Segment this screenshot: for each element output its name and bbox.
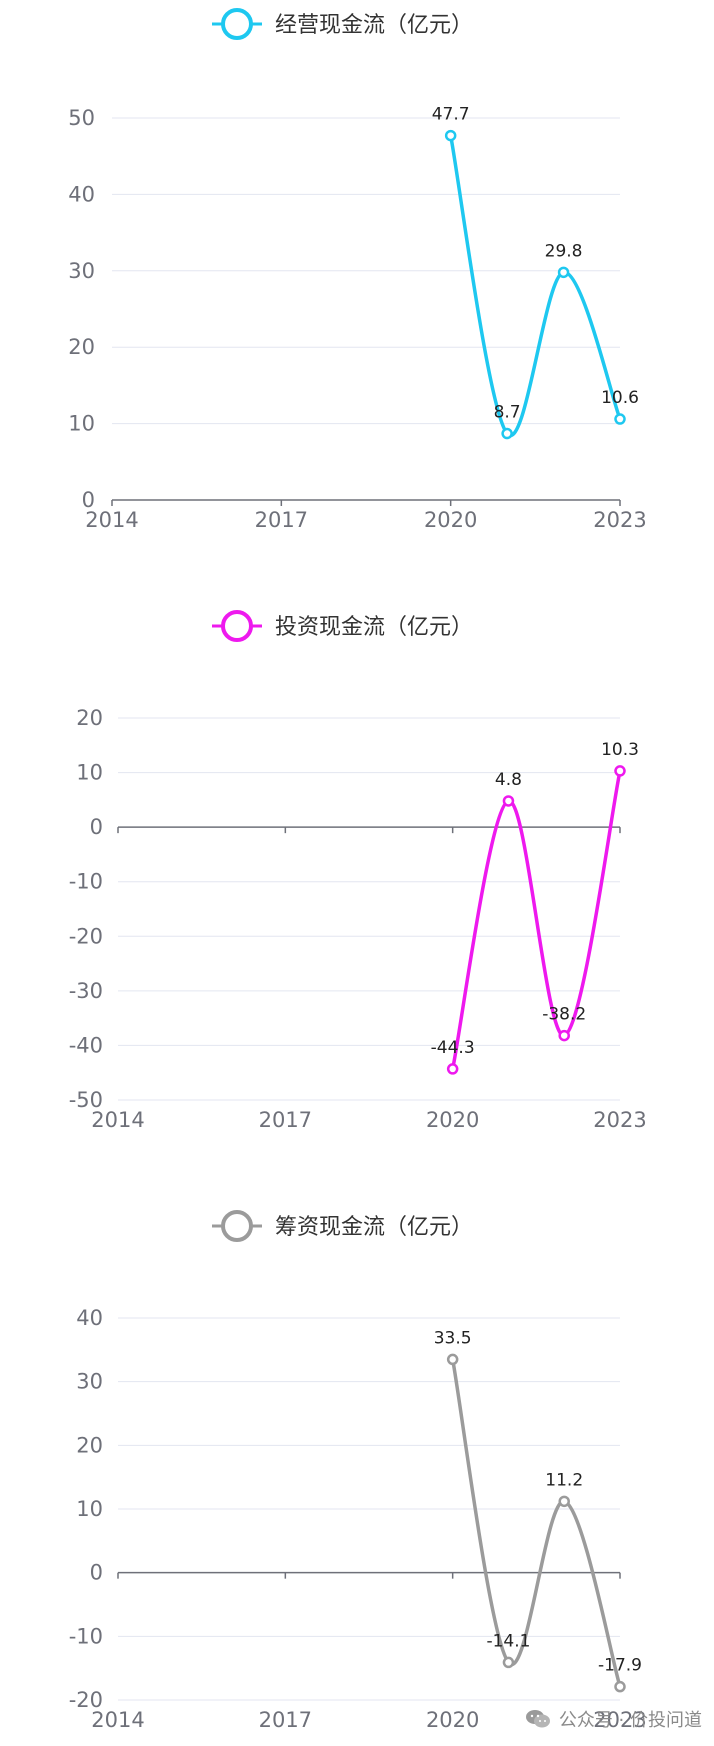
y-tick-label: -10 (69, 1624, 103, 1648)
data-point (558, 1029, 570, 1042)
data-point (502, 795, 515, 807)
y-tick-label: 0 (90, 815, 103, 839)
data-point (614, 413, 626, 425)
data-label: 4.8 (495, 770, 522, 790)
legend-marker (221, 1210, 253, 1242)
y-tick-label: -40 (69, 1033, 103, 1057)
y-tick-label: -50 (69, 1088, 103, 1112)
data-label: -38.2 (542, 1005, 586, 1025)
y-tick-label: 10 (68, 412, 95, 436)
watermark-text: 公众号 · 价投问道 (558, 1710, 702, 1731)
data-point (446, 1353, 459, 1366)
legend[interactable]: 经营现金流（亿元） (212, 8, 473, 40)
data-label: -44.3 (431, 1038, 475, 1058)
y-tick-label: 50 (68, 106, 95, 130)
data-label: -14.1 (486, 1631, 530, 1651)
chart-3: 筹资现金流（亿元） -20 -10 0 10 20 30 40 2014 2017 2020 2023… (69, 1210, 647, 1732)
legend-marker (221, 8, 253, 40)
chart-2: 投资现金流（亿元） -50 -40 -30 -20 -10 0 10 20 2014 2017 202… (69, 610, 647, 1132)
x-tick-label: 2020 (424, 508, 477, 532)
x-tick-label: 2017 (255, 508, 308, 532)
legend-label: 经营现金流（亿元） (275, 13, 473, 38)
y-tick-label: 10 (76, 761, 103, 785)
x-tick-label: 2023 (593, 1108, 646, 1132)
y-tick-label: 40 (68, 182, 95, 206)
data-point (558, 1495, 570, 1508)
y-tick-label: 0 (90, 1561, 103, 1585)
x-tick-label: 2023 (593, 508, 646, 532)
x-tick-label: 2014 (91, 1708, 144, 1732)
x-tick-label: 2020 (426, 1708, 479, 1732)
x-tick-label: 2014 (91, 1108, 144, 1132)
data-label: 10.6 (601, 388, 639, 408)
y-tick-label: 20 (76, 706, 103, 730)
data-label: 10.3 (601, 740, 639, 760)
y-tick-label: -20 (69, 924, 103, 948)
y-tick-label: -30 (69, 979, 103, 1003)
data-point (501, 427, 513, 440)
data-point (444, 129, 457, 142)
data-label: 29.8 (545, 241, 583, 261)
watermark: 公众号 · 价投问道 (525, 1706, 702, 1732)
y-tick-label: 20 (68, 335, 95, 359)
y-tick-label: 40 (76, 1306, 103, 1330)
y-tick-label: -10 (69, 870, 103, 894)
data-point (614, 1680, 626, 1693)
y-tick-label: -20 (69, 1688, 103, 1712)
data-label: 11.2 (545, 1470, 583, 1490)
data-label: 47.7 (432, 105, 470, 125)
data-label: -17.9 (598, 1656, 642, 1676)
x-tick-label: 2020 (426, 1108, 479, 1132)
x-tick-label: 2023 (593, 1708, 646, 1732)
data-point (446, 1063, 459, 1075)
data-label: 8.7 (494, 403, 521, 423)
data-point (557, 266, 570, 279)
y-tick-label: 0 (82, 488, 95, 512)
data-point (502, 1656, 515, 1669)
data-label: 33.5 (434, 1328, 472, 1348)
wechat-icon (525, 1710, 550, 1728)
legend-marker (221, 610, 253, 642)
x-tick-label: 2017 (259, 1708, 312, 1732)
chart-1: 经营现金流（亿元） 0 10 20 30 40 50 2014 2017 2020 2023 47.7… (68, 8, 647, 532)
x-tick-label: 2017 (259, 1108, 312, 1132)
series-line (450, 1359, 622, 1688)
legend[interactable]: 筹资现金流（亿元） (212, 1210, 473, 1242)
data-point (614, 765, 626, 777)
series-line (448, 135, 622, 438)
series-line (450, 770, 622, 1070)
legend[interactable]: 投资现金流（亿元） (212, 610, 473, 642)
legend-label: 筹资现金流（亿元） (275, 1215, 473, 1240)
y-tick-label: 10 (76, 1497, 103, 1521)
x-tick-label: 2014 (85, 508, 138, 532)
y-tick-label: 30 (76, 1370, 103, 1394)
y-tick-label: 30 (68, 259, 95, 283)
legend-label: 投资现金流（亿元） (275, 615, 473, 640)
y-tick-label: 20 (76, 1433, 103, 1457)
